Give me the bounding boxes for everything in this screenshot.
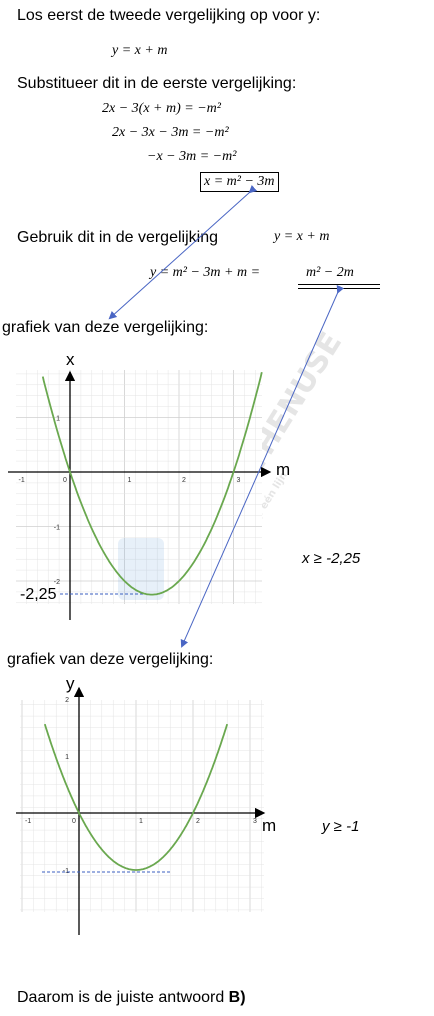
graph2-caption: grafiek van deze vergelijking: [7, 651, 214, 668]
x-tick-label: -1 [25, 818, 31, 825]
graph2-condition: y ≥ -1 [322, 818, 360, 835]
y-tick-label: -2 [54, 579, 60, 586]
x-tick-label: 0 [72, 818, 76, 825]
double-underline-top [298, 284, 380, 285]
graph2-y-axis-name: y [66, 674, 75, 693]
graph1-condition: x ≥ -2,25 [302, 550, 361, 567]
graph2: -1 0 1 2 3 2 1 -1 [16, 686, 266, 935]
x-tick-label: 1 [139, 818, 143, 825]
connector-arrow-1 [108, 185, 258, 320]
y-tick-label: 1 [56, 416, 60, 423]
equation-y: y = x + m [112, 43, 168, 58]
x-tick-label: 3 [253, 818, 257, 825]
x-tick-label: 2 [182, 477, 186, 484]
y-tick-label: 1 [65, 754, 69, 761]
equation-step1: 2x − 3(x + m) = −m² [102, 101, 221, 116]
graph2-curve [43, 723, 229, 871]
y-tick-label: -1 [63, 868, 69, 875]
connector-arrow-2 [180, 284, 345, 648]
equation-step3: −x − 3m = −m² [147, 149, 237, 164]
conclusion-answer: B) [228, 989, 246, 1006]
y-tick-label: 2 [65, 697, 69, 704]
x-tick-label: 1 [128, 477, 132, 484]
graph2-tick-labels: -1 0 1 2 3 2 1 -1 [25, 697, 257, 875]
final-equation-result: m² − 2m [306, 265, 354, 280]
graph2-x-axis-name: m [262, 816, 277, 835]
equation-y-repeat: y = x + m [274, 229, 330, 244]
graph1-y-axis-name: x [66, 350, 75, 369]
graph1-min-label: -2,25 [20, 586, 57, 603]
intro-text: Los eerst de tweede vergelijking op voor… [17, 7, 321, 24]
graph1-x-axis-name: m [276, 460, 291, 479]
x-tick-label: 2 [196, 818, 200, 825]
equation-step2: 2x − 3x − 3m = −m² [112, 125, 229, 140]
x-tick-label: 3 [237, 477, 241, 484]
conclusion-text: Daarom is de juiste antwoord B) [17, 988, 246, 1008]
x-tick-label: 0 [63, 477, 67, 484]
substitute-text: Substitueer dit in de eerste vergelijkin… [17, 75, 297, 92]
graph1-caption: grafiek van deze vergelijking: [2, 319, 209, 336]
watermark-logo-icon [118, 538, 164, 600]
conclusion-prefix: Daarom is de juiste antwoord [17, 989, 229, 1006]
graph1: -1 0 1 2 3 1 -1 -2 [8, 370, 272, 620]
x-tick-label: -1 [19, 477, 25, 484]
y-tick-label: -1 [54, 525, 60, 532]
